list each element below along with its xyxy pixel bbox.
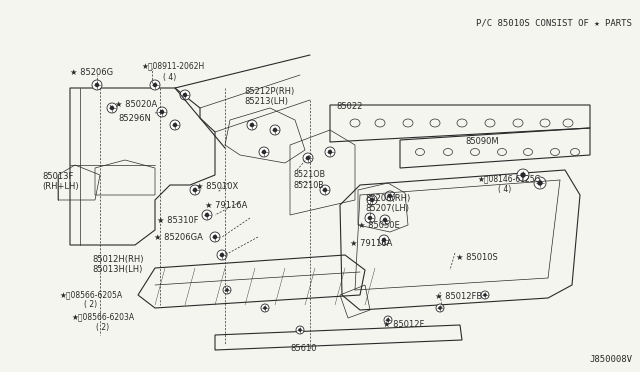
Circle shape — [367, 195, 377, 205]
Text: ★ 85050E: ★ 85050E — [358, 221, 400, 230]
Circle shape — [381, 238, 387, 242]
Circle shape — [368, 216, 372, 220]
Circle shape — [270, 125, 280, 135]
Circle shape — [388, 194, 392, 198]
Circle shape — [153, 83, 157, 87]
Circle shape — [262, 150, 266, 154]
Text: 85013F: 85013F — [42, 172, 74, 181]
Text: ★ 85012FB: ★ 85012FB — [435, 292, 483, 301]
Circle shape — [520, 172, 525, 178]
Circle shape — [483, 293, 487, 297]
Circle shape — [157, 107, 167, 117]
Circle shape — [210, 232, 220, 242]
Text: 85296N: 85296N — [118, 114, 151, 123]
Text: ( 2): ( 2) — [96, 323, 109, 332]
Circle shape — [150, 80, 160, 90]
Circle shape — [383, 218, 387, 222]
Text: ★ 85012F: ★ 85012F — [383, 320, 424, 329]
Circle shape — [481, 291, 489, 299]
Circle shape — [380, 215, 390, 225]
Circle shape — [384, 316, 392, 324]
Circle shape — [190, 185, 200, 195]
Text: ★ 85206GA: ★ 85206GA — [154, 233, 203, 242]
Circle shape — [247, 120, 257, 130]
Text: ★ 79116A: ★ 79116A — [205, 201, 248, 210]
Circle shape — [534, 177, 546, 189]
Circle shape — [263, 306, 267, 310]
Text: ★Ⓝ08566-6205A: ★Ⓝ08566-6205A — [60, 290, 123, 299]
Circle shape — [160, 110, 164, 114]
Text: 85213(LH): 85213(LH) — [244, 97, 288, 106]
Circle shape — [370, 198, 374, 202]
Circle shape — [220, 253, 224, 257]
Circle shape — [306, 156, 310, 160]
Text: J850008V: J850008V — [589, 355, 632, 364]
Text: 85207(LH): 85207(LH) — [365, 204, 409, 213]
Text: ★ 79116A: ★ 79116A — [350, 239, 392, 248]
Circle shape — [183, 93, 188, 97]
Circle shape — [325, 147, 335, 157]
Circle shape — [538, 180, 543, 186]
Circle shape — [92, 80, 102, 90]
Circle shape — [250, 123, 254, 127]
Text: (RH+LH): (RH+LH) — [42, 182, 79, 191]
Circle shape — [438, 306, 442, 310]
Circle shape — [170, 120, 180, 130]
Circle shape — [365, 213, 375, 223]
Circle shape — [323, 188, 327, 192]
Circle shape — [173, 123, 177, 127]
Circle shape — [205, 213, 209, 217]
Text: 85013H(LH): 85013H(LH) — [92, 265, 142, 274]
Text: 85090M: 85090M — [465, 137, 499, 146]
Text: P/C 85010S CONSIST OF ★ PARTS: P/C 85010S CONSIST OF ★ PARTS — [476, 18, 632, 27]
Text: ( 4): ( 4) — [163, 73, 176, 82]
Circle shape — [296, 326, 304, 334]
Circle shape — [217, 250, 227, 260]
Text: 85022: 85022 — [336, 102, 362, 111]
Text: 85210B: 85210B — [293, 181, 324, 190]
Text: 85610: 85610 — [290, 344, 317, 353]
Text: ★ 85020A: ★ 85020A — [115, 100, 157, 109]
Circle shape — [379, 235, 389, 245]
Circle shape — [202, 210, 212, 220]
Text: ★ 85010X: ★ 85010X — [196, 182, 238, 191]
Circle shape — [259, 147, 269, 157]
Circle shape — [385, 191, 395, 201]
Circle shape — [212, 235, 217, 239]
Circle shape — [261, 304, 269, 312]
Text: 85212P(RH): 85212P(RH) — [244, 87, 294, 96]
Text: ( 2): ( 2) — [84, 300, 97, 309]
Circle shape — [223, 286, 231, 294]
Text: 85012H(RH): 85012H(RH) — [92, 255, 143, 264]
Circle shape — [386, 318, 390, 322]
Text: ★Ⓝ08566-6203A: ★Ⓝ08566-6203A — [72, 312, 135, 321]
Circle shape — [95, 83, 99, 87]
Text: ★ⓜ08911-2062H: ★ⓜ08911-2062H — [142, 61, 205, 70]
Text: 85206(RH): 85206(RH) — [365, 194, 410, 203]
Circle shape — [180, 90, 190, 100]
Circle shape — [225, 288, 229, 292]
Text: ★ 85010S: ★ 85010S — [456, 253, 498, 262]
Text: 8521OB: 8521OB — [293, 170, 325, 179]
Circle shape — [436, 304, 444, 312]
Text: ★ 85310F: ★ 85310F — [157, 216, 198, 225]
Text: ★ 85206G: ★ 85206G — [70, 68, 113, 77]
Text: ( 4): ( 4) — [498, 185, 511, 194]
Text: ★Ⓑ08146-6125G: ★Ⓑ08146-6125G — [478, 174, 541, 183]
Circle shape — [328, 150, 332, 154]
Circle shape — [109, 106, 115, 110]
Circle shape — [303, 153, 313, 163]
Circle shape — [273, 128, 277, 132]
Circle shape — [107, 103, 117, 113]
Circle shape — [320, 185, 330, 195]
Circle shape — [298, 328, 302, 332]
Circle shape — [517, 169, 529, 181]
Circle shape — [193, 188, 197, 192]
